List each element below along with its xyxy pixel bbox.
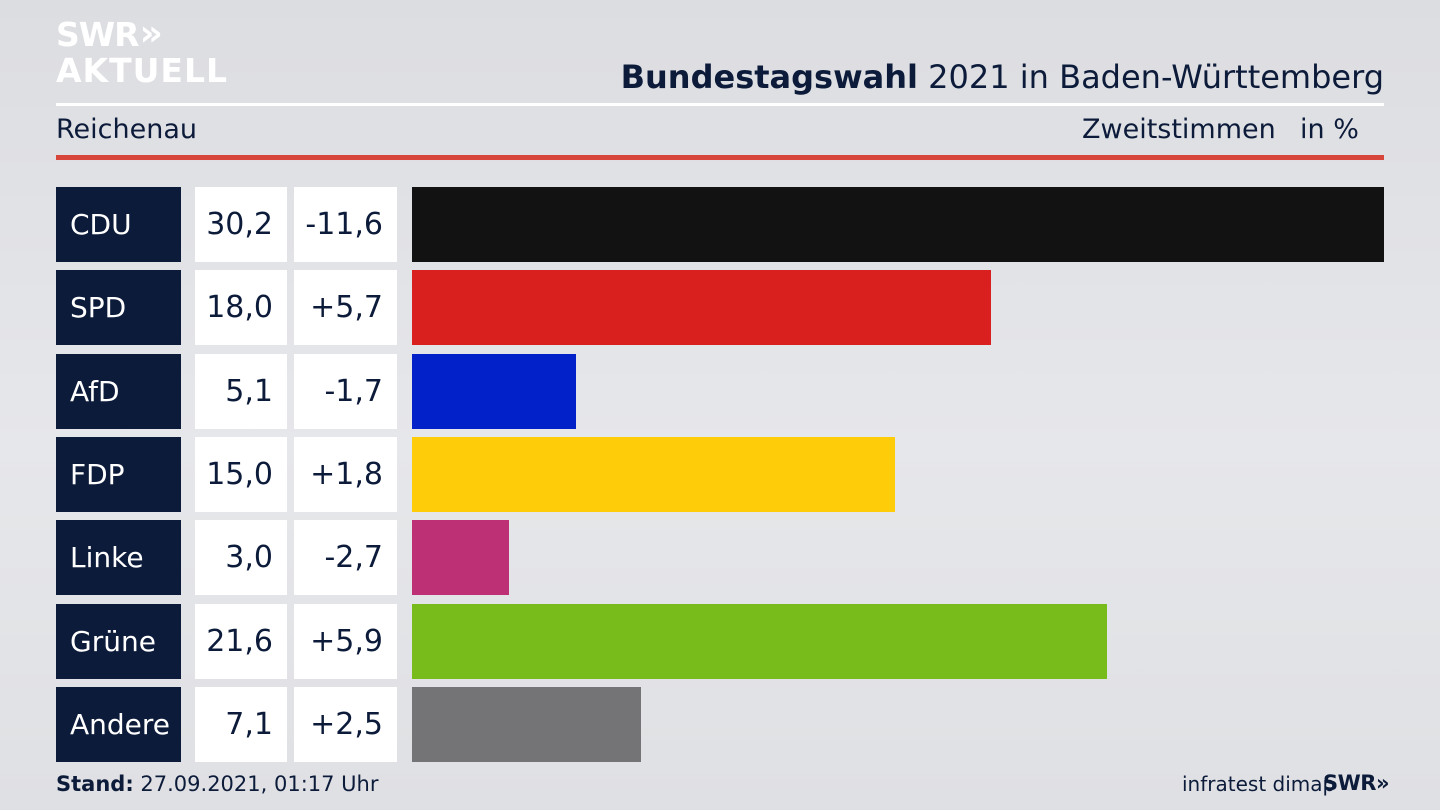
vote-share-bar	[412, 437, 895, 512]
vote-share-bar	[412, 604, 1107, 679]
result-row: SPD 18,0 +5,7	[56, 270, 1384, 345]
result-row: FDP 15,0 +1,8	[56, 437, 1384, 512]
swr-footer-text: SWR	[1323, 771, 1376, 795]
logo-aktuell-text: AKTUELL	[56, 51, 229, 90]
vote-share-value: 15,0	[195, 437, 287, 512]
vote-share-bar	[412, 270, 991, 345]
vote-change-value: +1,8	[294, 437, 397, 512]
party-label: Grüne	[56, 604, 181, 679]
party-label: Andere	[56, 687, 181, 762]
party-label: CDU	[56, 187, 181, 262]
party-label: SPD	[56, 270, 181, 345]
vote-share-bar	[412, 687, 641, 762]
logo-chevron-icon: »	[139, 13, 163, 54]
chart-title-rest: 2021 in Baden-Württemberg	[917, 58, 1384, 96]
vote-share-bar	[412, 354, 576, 429]
vote-change-value: +2,5	[294, 687, 397, 762]
timestamp-label: Stand:	[56, 772, 134, 796]
unit-label: in %	[1300, 114, 1359, 145]
header-divider	[56, 103, 1384, 106]
swr-footer-chevron-icon: »	[1375, 771, 1390, 795]
chart-title: Bundestagswahl 2021 in Baden-Württemberg	[621, 58, 1384, 96]
vote-share-value: 7,1	[195, 687, 287, 762]
vote-share-value: 18,0	[195, 270, 287, 345]
vote-share-bar	[412, 187, 1384, 262]
logo-swr-text: SWR	[56, 14, 140, 54]
vote-share-value: 21,6	[195, 604, 287, 679]
vote-change-value: -2,7	[294, 520, 397, 595]
party-label: FDP	[56, 437, 181, 512]
party-label: AfD	[56, 354, 181, 429]
result-row: AfD 5,1 -1,7	[56, 354, 1384, 429]
timestamp-value: 27.09.2021, 01:17 Uhr	[133, 772, 379, 796]
vote-share-value: 3,0	[195, 520, 287, 595]
vote-share-value: 30,2	[195, 187, 287, 262]
vote-share-bar	[412, 520, 509, 595]
vote-share-value: 5,1	[195, 354, 287, 429]
region-label: Reichenau	[56, 114, 197, 145]
result-row: Linke 3,0 -2,7	[56, 520, 1384, 595]
swr-aktuell-logo: SWR » AKTUELL	[56, 16, 229, 90]
party-label: Linke	[56, 520, 181, 595]
result-row: CDU 30,2 -11,6	[56, 187, 1384, 262]
timestamp: Stand: 27.09.2021, 01:17 Uhr	[56, 772, 379, 796]
vote-change-value: -11,6	[294, 187, 397, 262]
result-row: Grüne 21,6 +5,9	[56, 604, 1384, 679]
swr-footer-logo: SWR»	[1323, 771, 1390, 795]
vote-change-value: +5,9	[294, 604, 397, 679]
result-row: Andere 7,1 +2,5	[56, 687, 1384, 762]
chart-title-bold: Bundestagswahl	[620, 58, 918, 96]
vote-change-value: -1,7	[294, 354, 397, 429]
source-label: infratest dimap	[1182, 772, 1336, 796]
accent-divider	[56, 155, 1384, 160]
metric-label: Zweitstimmen	[1082, 114, 1276, 145]
logo-swr: SWR »	[56, 16, 228, 52]
vote-change-value: +5,7	[294, 270, 397, 345]
